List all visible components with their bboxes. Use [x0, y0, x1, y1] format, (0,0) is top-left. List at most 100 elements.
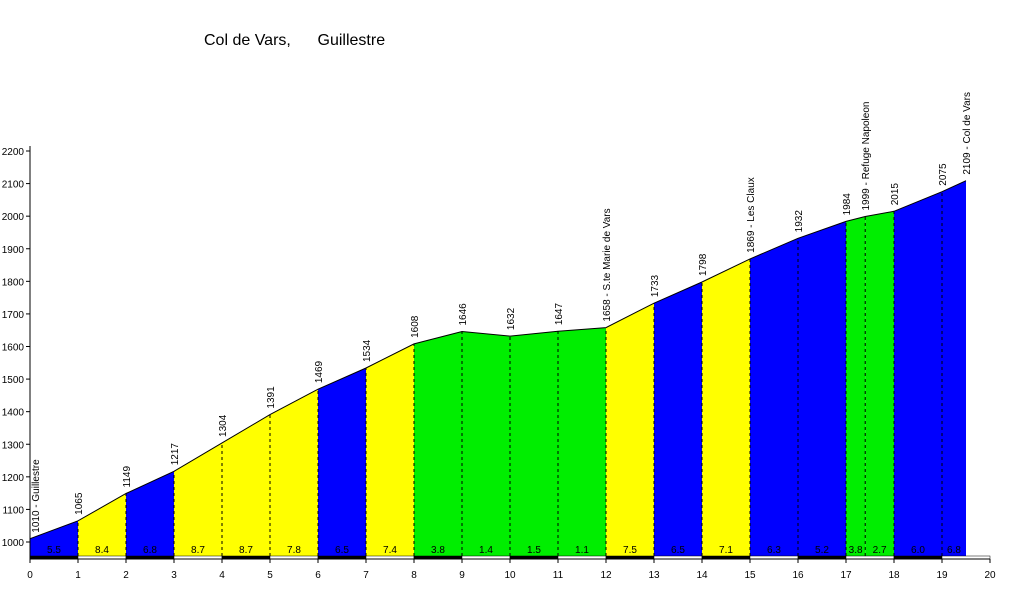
profile-segment — [270, 389, 318, 556]
elevation-label: 2075 — [938, 163, 949, 186]
elevation-label: 1534 — [362, 339, 373, 362]
elevation-label: 2109 - Col de Vars — [962, 92, 973, 175]
elevation-label: 1010 - Guillestre — [31, 459, 42, 533]
elevation-label: 1217 — [170, 443, 181, 466]
profile-segment — [702, 258, 750, 556]
x-tick-label: 20 — [984, 570, 996, 581]
profile-segment — [510, 331, 558, 556]
x-tick-label: 0 — [27, 570, 33, 581]
profile-segment — [462, 331, 510, 556]
x-tick-label: 2 — [123, 570, 129, 581]
gradient-label: 2.7 — [873, 545, 887, 556]
profile-segment — [318, 368, 366, 556]
elevation-label: 1658 - S.te Marie de Vars — [602, 208, 613, 321]
gradient-label: 7.1 — [719, 545, 733, 556]
profile-segment — [126, 471, 174, 556]
elevation-label: 2015 — [890, 183, 901, 206]
gradient-label: 6.5 — [671, 545, 685, 556]
profile-outline — [29, 180, 967, 540]
gradient-label: 6.8 — [947, 545, 961, 556]
elevation-label: 1932 — [794, 210, 805, 233]
y-tick-label: 1600 — [2, 343, 25, 354]
y-tick-label: 1500 — [2, 375, 25, 386]
x-tick-label: 19 — [936, 570, 948, 581]
elevation-label: 1149 — [122, 466, 133, 488]
x-tick-label: 15 — [744, 570, 756, 581]
profile-segment — [366, 343, 414, 556]
gradient-label: 1.5 — [527, 545, 541, 556]
profile-segment — [558, 327, 606, 556]
profile-segment — [30, 520, 78, 556]
elevation-label: 1646 — [458, 303, 469, 326]
profile-segment — [78, 493, 126, 556]
gradient-label: 7.5 — [623, 545, 637, 556]
y-tick-label: 1000 — [2, 538, 25, 549]
elevation-label: 1647 — [554, 303, 565, 326]
elevation-label: 1733 — [650, 274, 661, 297]
x-tick-label: 4 — [219, 570, 225, 581]
profile-segment — [654, 282, 702, 556]
profile-segment — [750, 238, 798, 557]
elevation-label: 1304 — [218, 414, 229, 437]
x-tick-label: 13 — [648, 570, 660, 581]
y-tick-label: 1300 — [2, 440, 25, 451]
y-tick-label: 1200 — [2, 473, 25, 484]
gradient-label: 3.8 — [431, 545, 445, 556]
profile-segment — [846, 216, 866, 556]
gradient-label: 6.3 — [767, 545, 781, 556]
gradient-label: 8.4 — [95, 545, 109, 556]
x-tick-label: 10 — [504, 570, 516, 581]
gradient-label: 6.8 — [143, 545, 157, 556]
x-tick-label: 8 — [411, 570, 417, 581]
y-tick-label: 2000 — [2, 212, 25, 223]
x-tick-label: 3 — [171, 570, 177, 581]
y-tick-label: 1700 — [2, 310, 25, 321]
profile-segment — [174, 442, 222, 556]
x-tick-label: 7 — [363, 570, 369, 581]
x-tick-label: 17 — [840, 570, 852, 581]
x-tick-label: 18 — [888, 570, 900, 581]
x-tick-label: 5 — [267, 570, 273, 581]
y-tick-label: 1800 — [2, 277, 25, 288]
gradient-label: 5.2 — [815, 545, 829, 556]
elevation-label: 1632 — [506, 307, 517, 330]
gradient-label: 3.8 — [849, 545, 863, 556]
elevation-label: 1869 - Les Claux — [746, 177, 757, 253]
y-tick-label: 1400 — [2, 408, 25, 419]
x-tick-label: 11 — [553, 570, 564, 581]
elevation-label: 1469 — [314, 360, 325, 383]
elevation-label: 1798 — [698, 253, 709, 276]
profile-segment — [414, 331, 462, 556]
x-tick-label: 9 — [459, 570, 465, 581]
x-tick-label: 12 — [600, 570, 612, 581]
gradient-label: 1.4 — [479, 545, 493, 556]
elevation-label: 1065 — [74, 492, 85, 515]
elevation-label: 1999 - Refuge Napoleon — [861, 102, 872, 211]
gradient-label: 7.4 — [383, 545, 397, 556]
y-tick-label: 2200 — [2, 147, 25, 158]
profile-segment — [894, 191, 942, 556]
gradient-label: 1.1 — [575, 545, 589, 556]
elevation-label: 1984 — [842, 193, 853, 216]
gradient-label: 8.7 — [239, 545, 253, 556]
profile-segment — [606, 303, 654, 556]
y-tick-label: 2100 — [2, 180, 25, 191]
gradient-label: 5.5 — [47, 545, 61, 556]
gradient-label: 6.5 — [335, 545, 349, 556]
x-tick-label: 6 — [315, 570, 321, 581]
chart-title: Col de Vars, Guillestre — [204, 32, 386, 49]
elevation-label: 1391 — [266, 386, 277, 409]
gradient-label: 6.0 — [911, 545, 925, 556]
x-tick-label: 16 — [792, 570, 804, 581]
elevation-label: 1608 — [410, 315, 421, 338]
profile-segment — [222, 414, 270, 556]
y-tick-label: 1100 — [2, 505, 24, 516]
profile-segment — [798, 221, 846, 556]
gradient-label: 8.7 — [191, 545, 205, 556]
x-tick-label: 14 — [696, 570, 708, 581]
y-tick-label: 1900 — [2, 245, 25, 256]
profile-segment — [942, 180, 966, 556]
profile-segment — [865, 211, 894, 557]
x-tick-label: 1 — [75, 570, 81, 581]
